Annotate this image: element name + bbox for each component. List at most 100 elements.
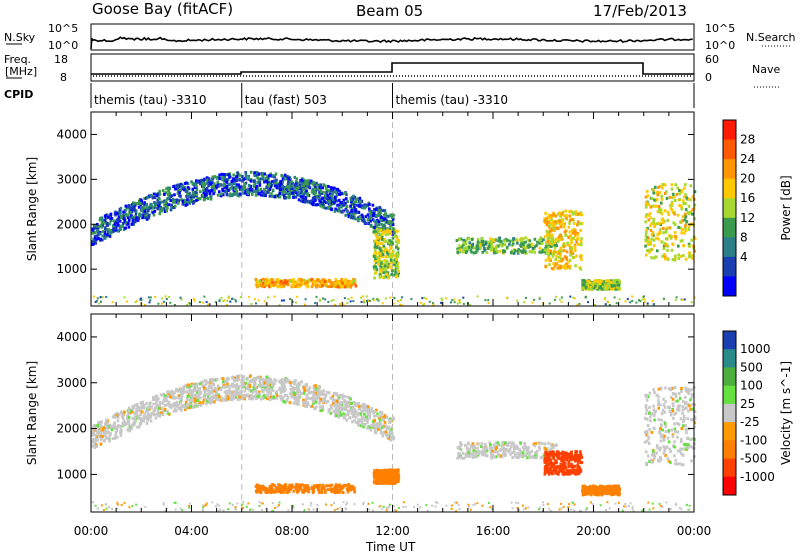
power-panel-cell <box>273 179 276 183</box>
power-panel-cell <box>310 285 314 289</box>
power-panel-cell <box>549 245 553 248</box>
velocity-panel-cell <box>166 411 170 415</box>
power-panel-cell <box>369 210 372 214</box>
power-panel-cell <box>131 205 134 209</box>
velocity-panel-cell <box>367 405 370 409</box>
power-panel-cell <box>358 204 361 208</box>
velocity-panel-cell <box>352 414 355 418</box>
power-panel-cell <box>564 216 568 219</box>
power-panel-ground-cell <box>365 295 368 298</box>
power-panel-cell <box>644 244 647 248</box>
velocity-panel-cell <box>347 483 350 486</box>
power-panel-cell <box>566 260 570 264</box>
power-panel-cell <box>367 221 370 225</box>
velocity-panel-cell <box>131 407 134 411</box>
power-panel-cell <box>203 194 207 198</box>
velocity-panel-cell <box>334 406 338 410</box>
velocity-panel-cell <box>353 486 356 490</box>
velocity-panel-cell <box>338 401 341 405</box>
power-panel-cell <box>547 220 550 224</box>
power-panel-cell <box>194 184 198 188</box>
velocity-panel-cell <box>261 484 265 488</box>
velocity-panel-cell <box>288 392 292 396</box>
power-panel-cell <box>157 201 161 205</box>
power-panel-cell <box>380 233 384 236</box>
power-panel-cell <box>278 282 282 286</box>
velocity-panel-cell <box>333 491 337 494</box>
cpid-segment-label: themis (tau) -3310 <box>94 93 207 107</box>
velocity-panel-cell <box>143 412 146 416</box>
velocity-panel-cell <box>327 409 331 413</box>
power-panel-ground-cell <box>641 298 644 301</box>
power-panel-ground-cell <box>624 300 627 303</box>
velocity-panel-cell <box>284 486 287 490</box>
velocity-panel-cell <box>318 393 321 397</box>
power-panel-cell <box>468 241 471 245</box>
velocity-panel-cell <box>353 419 356 423</box>
power-panel-cell <box>467 246 471 250</box>
power-panel-cell <box>321 284 324 288</box>
velocity-panel-cell <box>289 484 292 488</box>
velocity-panel-cell <box>112 422 116 426</box>
velocity-panel-cell <box>327 391 331 395</box>
velocity-panel-cell <box>264 490 267 494</box>
power-panel-cell <box>380 242 384 245</box>
velocity-panel-cell <box>283 384 286 388</box>
power-panel-cell <box>232 177 235 181</box>
power-panel-cell <box>286 192 290 196</box>
velocity-panel-cell <box>126 428 129 432</box>
power-panel-cell <box>396 254 400 258</box>
power-panel-cell <box>328 200 331 204</box>
power-panel-cell <box>377 219 380 223</box>
power-panel-cell <box>375 259 378 263</box>
velocity-panel-cell <box>147 417 150 421</box>
power-panel-ground-cell <box>651 300 654 302</box>
power-panel-cell <box>108 234 112 238</box>
velocity-panel-cell <box>167 400 171 404</box>
power-panel-cell <box>366 213 370 217</box>
velocity-panel-cell <box>250 389 253 393</box>
power-panel-ground-cell <box>314 302 317 305</box>
power-panel-cell <box>161 200 164 204</box>
power-panel-cell <box>196 197 199 200</box>
power-panel-cell <box>134 212 138 216</box>
velocity-panel-cell <box>380 431 383 435</box>
velocity-panel-cell <box>300 380 303 384</box>
power-panel-cell <box>549 241 552 244</box>
power-panel-cell <box>613 284 616 288</box>
power-panel-cell <box>580 242 583 246</box>
power-panel-cell <box>538 246 542 250</box>
power-panel-cell <box>374 213 377 217</box>
power-panel-ground-cell <box>626 298 629 301</box>
power-panel-cell <box>390 215 394 219</box>
power-panel-cell <box>108 231 112 235</box>
power-panel-cell <box>465 247 469 251</box>
power-panel-cell <box>656 193 660 197</box>
velocity-panel-cell <box>133 403 137 407</box>
velocity-panel-cell <box>344 413 347 417</box>
power-panel-ground-cell <box>453 298 456 301</box>
velocity-panel-cell <box>324 488 327 492</box>
power-panel-cell <box>145 202 149 206</box>
power-panel-cell <box>378 241 381 245</box>
velocity-panel-cell <box>347 402 350 406</box>
power-panel-cell <box>107 228 111 232</box>
velocity-panel-cell <box>354 409 357 413</box>
velocity-panel-cell <box>116 419 120 423</box>
velocity-panel-cell <box>280 486 284 490</box>
power-panel-cell <box>96 222 99 226</box>
velocity-panel-cell <box>159 411 163 415</box>
power-panel-cell <box>244 171 247 175</box>
power-panel-cell <box>544 258 548 262</box>
power-panel-cell <box>298 194 301 198</box>
power-panel-cell <box>693 203 697 207</box>
power-panel-cell <box>105 228 108 232</box>
power-panel-cell <box>558 238 562 241</box>
velocity-panel-cell <box>288 401 292 405</box>
power-panel-cell <box>388 264 392 268</box>
power-panel-cell <box>511 242 515 246</box>
power-panel-cell <box>663 254 667 258</box>
freq-left-label-1: Freq. <box>4 53 31 66</box>
power-panel-ground-cell <box>553 298 556 301</box>
power-panel-cell <box>376 242 379 246</box>
